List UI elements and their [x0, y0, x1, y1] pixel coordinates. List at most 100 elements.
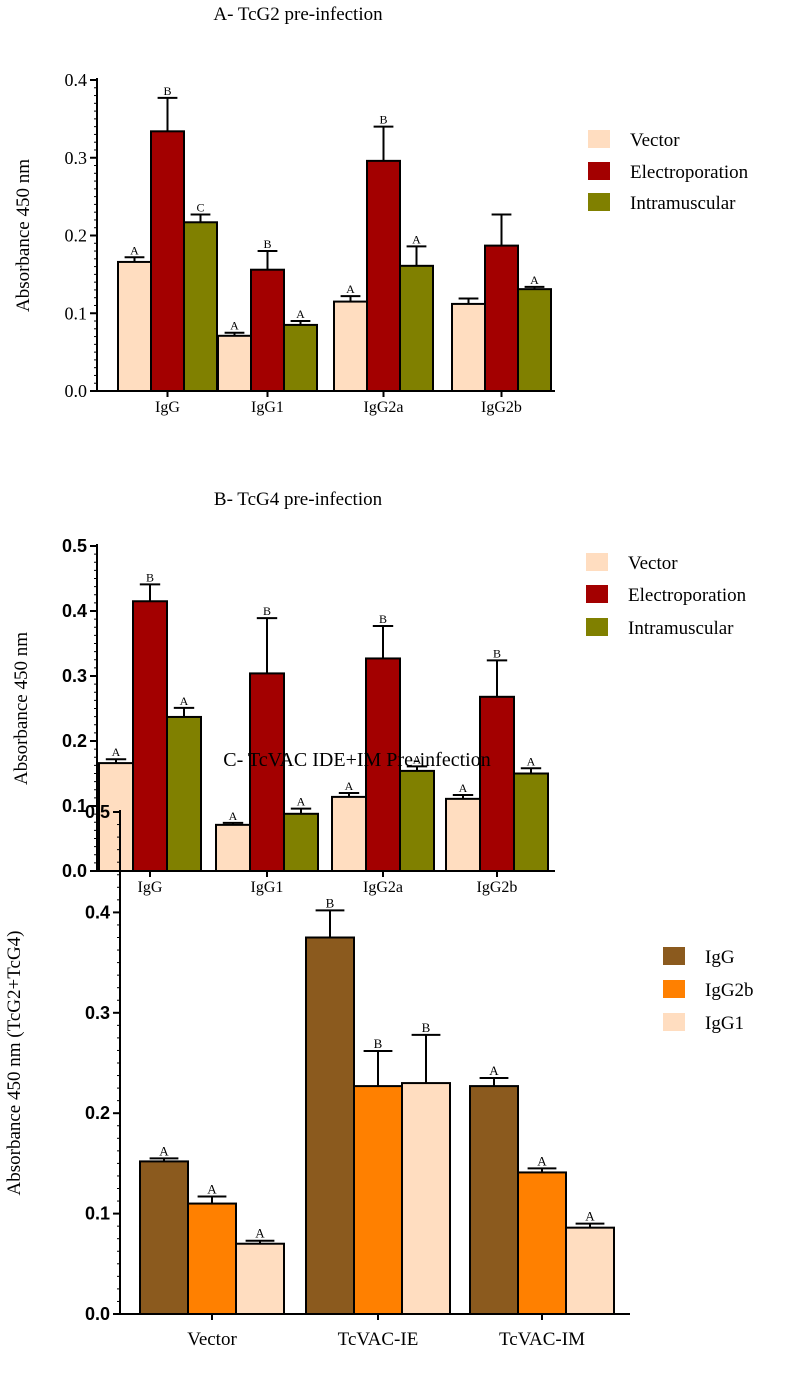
- significance-label: A: [229, 809, 238, 823]
- bar-intramuscular: [166, 715, 202, 873]
- legend: Vector Electroporation Intramuscular: [588, 130, 749, 214]
- bar-electroporation: [484, 244, 519, 392]
- chart-panel-1: A- TcG2 pre-infection Absorbance 450 nm 0.…: [13, 4, 749, 416]
- x-tick-label: TcVAC-IM: [499, 1329, 585, 1350]
- y-tick-label: 0.0: [85, 1304, 110, 1324]
- legend-label: IgG1: [705, 1013, 744, 1034]
- y-tick-label: 0.4: [62, 601, 87, 621]
- significance-label: A: [459, 781, 468, 795]
- legend-swatch: [586, 618, 608, 636]
- significance-label: B: [263, 604, 271, 618]
- significance-label: A: [130, 243, 139, 257]
- significance-label: B: [163, 84, 171, 98]
- y-tick-label: 0.2: [65, 226, 88, 246]
- bar-igg: [305, 936, 355, 1315]
- y-tick-label: 0.5: [62, 536, 87, 556]
- bar-intramuscular: [399, 264, 434, 393]
- bar-electroporation: [366, 159, 401, 392]
- significance-label: A: [527, 754, 536, 768]
- y-tick-label: 0.1: [62, 796, 87, 816]
- significance-label: A: [489, 1063, 499, 1078]
- bar-vector: [445, 797, 481, 872]
- significance-label: C: [196, 201, 204, 215]
- bar-intramuscular: [183, 221, 218, 392]
- legend-label: Vector: [628, 553, 678, 574]
- y-tick-label: 0.0: [62, 861, 87, 881]
- y-tick-label: 0.2: [85, 1103, 110, 1123]
- chart-title: A- TcG2 pre-infection: [213, 4, 383, 25]
- x-tick-label: IgG2a: [364, 399, 404, 416]
- significance-label: A: [585, 1209, 595, 1224]
- significance-label: A: [112, 745, 121, 759]
- chart-title: B- TcG4 pre-infection: [214, 489, 383, 510]
- bar-vector: [451, 302, 486, 393]
- y-tick-label: 0.3: [85, 1003, 110, 1023]
- y-axis-label: Absorbance 450 nm: [13, 159, 34, 312]
- bar-igg1: [401, 1082, 451, 1315]
- bar-intramuscular: [399, 769, 435, 873]
- x-tick-label: IgG2b: [481, 399, 522, 416]
- x-tick-label: IgG: [138, 879, 163, 896]
- bar-igg1: [235, 1242, 285, 1315]
- legend-swatch: [663, 1013, 685, 1031]
- significance-label: A: [230, 319, 239, 333]
- legend-swatch: [663, 980, 685, 998]
- bar-vector: [117, 260, 152, 392]
- significance-label: A: [255, 1226, 265, 1241]
- legend-label: IgG: [705, 947, 735, 968]
- y-tick-label: 0.5: [85, 802, 110, 822]
- y-axis-label: Absorbance 450 nm: [11, 632, 32, 785]
- bar-electroporation: [132, 600, 168, 872]
- bar-intramuscular: [283, 812, 319, 872]
- legend-swatch: [588, 162, 610, 180]
- bar-electroporation: [479, 695, 515, 872]
- legend-swatch: [588, 130, 610, 148]
- x-tick-label: Vector: [187, 1329, 237, 1350]
- chart-panel-3: C- TcVAC IDE+IM Pre-infection Absorbance …: [4, 749, 754, 1350]
- significance-label: A: [345, 779, 354, 793]
- significance-label: A: [297, 795, 306, 809]
- x-tick-label: IgG2b: [477, 879, 518, 896]
- legend-label: IgG2b: [705, 980, 754, 1001]
- significance-label: A: [296, 307, 305, 321]
- legend-label: Intramuscular: [630, 193, 736, 214]
- bar-igg: [469, 1085, 519, 1316]
- x-tick-label: IgG2a: [363, 879, 403, 896]
- y-axis-label: Absorbance 450 nm (TcG2+TcG4): [4, 930, 25, 1195]
- legend: Vector Electroporation Intramuscular: [586, 553, 747, 639]
- bar-vector: [331, 795, 367, 873]
- legend-swatch: [586, 553, 608, 571]
- significance-label: A: [207, 1182, 217, 1197]
- legend-label: Intramuscular: [628, 618, 734, 639]
- significance-label: B: [493, 646, 501, 660]
- bar-intramuscular: [517, 288, 552, 392]
- chart-title: C- TcVAC IDE+IM Pre-infection: [223, 749, 490, 771]
- legend-label: Electroporation: [628, 585, 747, 606]
- bar-vector: [217, 334, 252, 392]
- significance-label: A: [537, 1153, 547, 1168]
- legend-label: Electroporation: [630, 162, 749, 183]
- significance-label: B: [263, 237, 271, 251]
- x-tick-label: IgG: [155, 399, 180, 416]
- significance-label: B: [422, 1020, 431, 1035]
- bar-electroporation: [365, 657, 401, 873]
- significance-label: B: [146, 570, 154, 584]
- y-tick-label: 0.3: [62, 666, 87, 686]
- bar-vector: [215, 823, 251, 872]
- bar-igg: [139, 1160, 189, 1315]
- y-tick-label: 0.4: [85, 902, 110, 922]
- x-tick-label: IgG1: [251, 879, 284, 896]
- legend-label: Vector: [630, 130, 680, 151]
- bar-intramuscular: [283, 323, 318, 393]
- bar-electroporation: [250, 268, 285, 392]
- significance-label: A: [180, 694, 189, 708]
- legend-swatch: [586, 585, 608, 603]
- bar-electroporation: [249, 672, 285, 873]
- y-tick-label: 0.1: [85, 1204, 110, 1224]
- bar-igg2b: [187, 1202, 237, 1316]
- significance-label: A: [412, 232, 421, 246]
- y-tick-label: 0.4: [65, 70, 88, 90]
- legend-swatch: [588, 193, 610, 211]
- y-tick-label: 0.0: [65, 381, 88, 401]
